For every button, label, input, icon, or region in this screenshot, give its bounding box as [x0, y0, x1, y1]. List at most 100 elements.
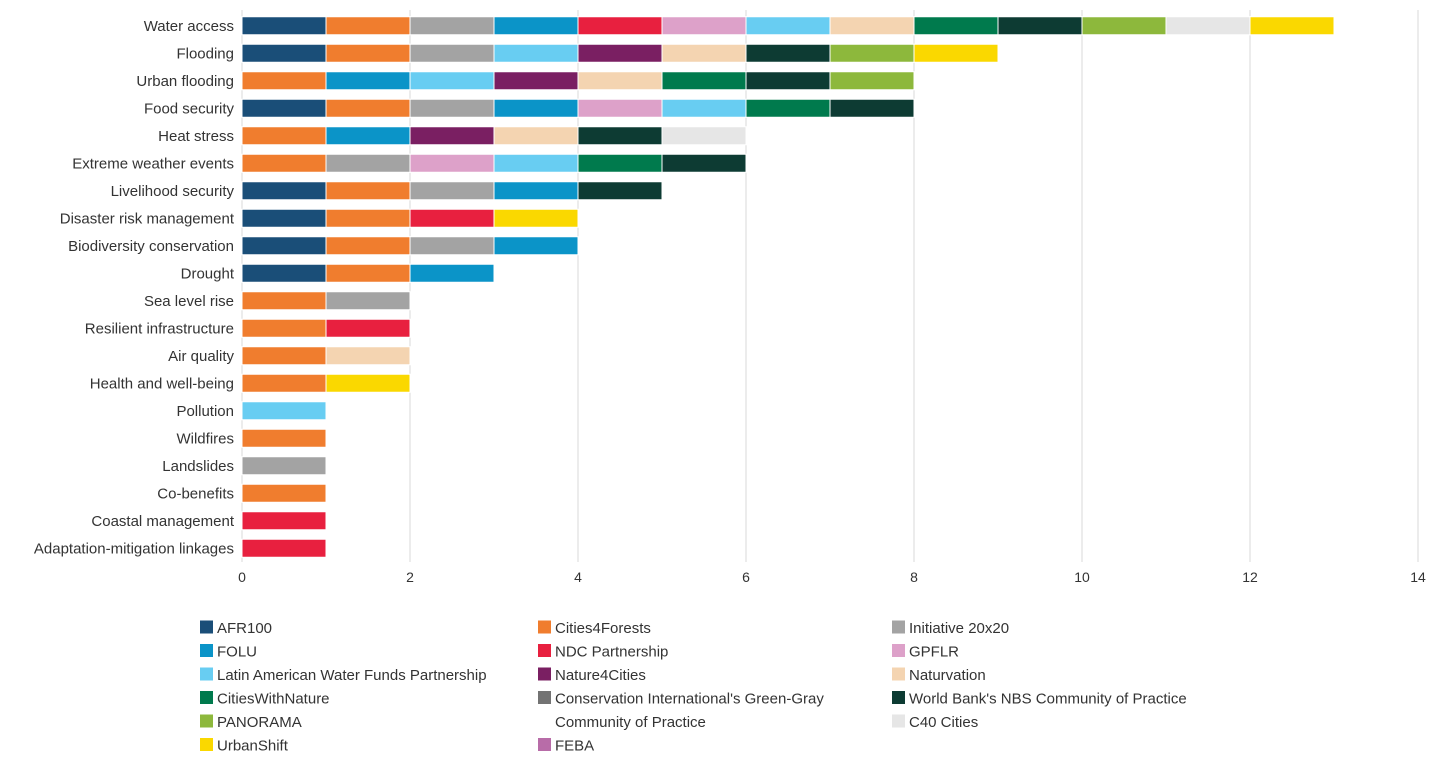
- bar-segment: [661, 16, 747, 36]
- legend-swatch: [200, 644, 213, 657]
- bar-segment: [241, 373, 327, 393]
- legend-swatch: [200, 738, 213, 751]
- legend-label: AFR100: [217, 620, 272, 637]
- category-label: Wildfires: [176, 430, 234, 447]
- bar-segment: [745, 16, 831, 36]
- legend-swatch: [892, 644, 905, 657]
- bar-segment: [241, 538, 327, 558]
- bar-segment: [661, 126, 747, 146]
- x-tick-label: 14: [1410, 569, 1426, 585]
- category-label: Health and well-being: [90, 375, 234, 392]
- bar-segment: [241, 318, 327, 338]
- bar-segment: [325, 263, 411, 283]
- bar-segment: [1249, 16, 1335, 36]
- legend-label: GPFLR: [909, 644, 959, 661]
- bar-segment: [409, 153, 495, 173]
- category-label: Air quality: [168, 348, 234, 365]
- bar-segment: [577, 16, 663, 36]
- bar-segment: [409, 263, 495, 283]
- bar-segment: [325, 43, 411, 63]
- category-label: Co-benefits: [157, 485, 234, 502]
- bar-segment: [241, 291, 327, 311]
- category-label: Sea level rise: [144, 293, 234, 310]
- bar-segment: [241, 208, 327, 228]
- category-label: Biodiversity conservation: [68, 238, 234, 255]
- legend-label: PANORAMA: [217, 714, 302, 731]
- bar-segment: [241, 16, 327, 36]
- legend-label: Nature4Cities: [555, 667, 646, 684]
- x-tick-label: 0: [238, 569, 246, 585]
- bar-segment: [325, 208, 411, 228]
- bar-segment: [661, 43, 747, 63]
- bar-segment: [241, 71, 327, 91]
- legend-swatch: [538, 644, 551, 657]
- legend-swatch: [538, 691, 551, 704]
- bar-segment: [577, 98, 663, 118]
- bar-segment: [577, 181, 663, 201]
- bar-segment: [493, 71, 579, 91]
- legend-label: Initiative 20x20: [909, 620, 1009, 637]
- bar-segment: [1165, 16, 1251, 36]
- bar-segment: [829, 71, 915, 91]
- bar-segment: [661, 98, 747, 118]
- legend: AFR100 Cities4Forests Initiative 20x20 FOLU…: [200, 620, 1187, 755]
- bar-segment: [661, 153, 747, 173]
- x-tick-label: 10: [1074, 569, 1090, 585]
- bar-segment: [577, 43, 663, 63]
- bar-segment: [241, 401, 327, 421]
- category-label: Food security: [144, 100, 235, 117]
- bar-segment: [409, 71, 495, 91]
- bar-segment: [409, 98, 495, 118]
- bar-segment: [241, 456, 327, 476]
- bar-segment: [745, 71, 831, 91]
- category-label: Heat stress: [158, 128, 234, 145]
- category-label: Resilient infrastructure: [85, 320, 234, 337]
- legend-label: Naturvation: [909, 667, 986, 684]
- bar-segment: [913, 43, 999, 63]
- bar-segment: [493, 153, 579, 173]
- bar-segment: [745, 43, 831, 63]
- bar-segment: [409, 43, 495, 63]
- bar-segment: [997, 16, 1083, 36]
- bar-segment: [409, 126, 495, 146]
- bar-segment: [325, 126, 411, 146]
- bar-segment: [409, 181, 495, 201]
- bar-segment: [325, 318, 411, 338]
- x-tick-label: 2: [406, 569, 414, 585]
- bar-segment: [493, 16, 579, 36]
- legend-label: Latin American Water Funds Partnership: [217, 667, 487, 684]
- x-tick-label: 6: [742, 569, 750, 585]
- bar-segment: [325, 373, 411, 393]
- bar-segment: [493, 43, 579, 63]
- category-label: Adaptation-mitigation linkages: [34, 540, 234, 557]
- bar-segment: [241, 483, 327, 503]
- bar-segment: [829, 98, 915, 118]
- legend-label: C40 Cities: [909, 714, 978, 731]
- legend-label: FOLU: [217, 644, 257, 661]
- x-axis-ticks: 0 2 4 6 8 10 12 14: [238, 569, 1426, 585]
- legend-swatch: [538, 667, 551, 681]
- bars: [241, 16, 1335, 558]
- bar-segment: [325, 153, 411, 173]
- bar-segment: [493, 208, 579, 228]
- legend-swatch: [200, 667, 213, 681]
- category-label: Landslides: [162, 458, 234, 475]
- legend-swatch: [538, 620, 551, 634]
- bar-segment: [325, 16, 411, 36]
- bar-segment: [241, 511, 327, 531]
- bar-segment: [241, 428, 327, 448]
- bar-segment: [325, 181, 411, 201]
- category-label: Urban flooding: [136, 73, 234, 90]
- category-label: Flooding: [176, 45, 234, 62]
- category-label: Pollution: [176, 403, 234, 420]
- x-tick-label: 12: [1242, 569, 1258, 585]
- bar-segment: [241, 346, 327, 366]
- legend-label: NDC Partnership: [555, 644, 668, 661]
- category-labels: Water access Flooding Urban flooding Food s…: [34, 18, 235, 558]
- bar-segment: [409, 16, 495, 36]
- bar-segment: [577, 71, 663, 91]
- bar-segment: [409, 208, 495, 228]
- legend-swatch: [892, 691, 905, 704]
- bar-segment: [241, 181, 327, 201]
